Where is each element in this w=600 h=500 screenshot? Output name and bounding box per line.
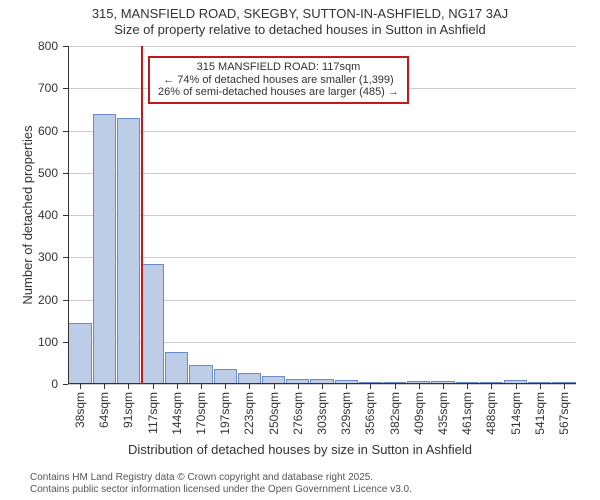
y-tick-label: 700	[0, 81, 58, 95]
x-tick-mark	[298, 384, 299, 389]
y-tick-label: 100	[0, 335, 58, 349]
x-tick-mark	[249, 384, 250, 389]
y-tick-mark	[63, 88, 68, 89]
attribution-line-2: Contains public sector information licen…	[30, 484, 412, 496]
y-tick-label: 0	[0, 377, 58, 391]
highlight-line	[141, 46, 143, 384]
histogram-bar	[189, 365, 212, 384]
annotation-line-2: 26% of semi-detached houses are larger (…	[158, 86, 399, 99]
x-tick-mark	[104, 384, 105, 389]
annotation-box: 315 MANSFIELD ROAD: 117sqm← 74% of detac…	[148, 56, 409, 104]
axis-line	[68, 46, 69, 384]
title-line-2: Size of property relative to detached ho…	[0, 22, 600, 38]
y-tick-mark	[63, 342, 68, 343]
grid-line	[68, 215, 576, 216]
x-tick-label: 303sqm	[315, 392, 329, 435]
grid-line	[68, 46, 576, 47]
x-tick-mark	[177, 384, 178, 389]
x-tick-label: 488sqm	[484, 392, 498, 435]
x-tick-label: 117sqm	[146, 392, 160, 434]
x-tick-mark	[370, 384, 371, 389]
histogram-bar	[214, 369, 237, 384]
y-tick-mark	[63, 173, 68, 174]
y-tick-label: 200	[0, 293, 58, 307]
x-tick-mark	[201, 384, 202, 389]
x-tick-mark	[419, 384, 420, 389]
histogram-bar	[165, 352, 188, 384]
grid-line	[68, 131, 576, 132]
attribution-line-1: Contains HM Land Registry data © Crown c…	[30, 472, 412, 484]
histogram-bar	[68, 323, 91, 384]
y-tick-label: 300	[0, 250, 58, 264]
y-tick-mark	[63, 215, 68, 216]
chart-title: 315, MANSFIELD ROAD, SKEGBY, SUTTON-IN-A…	[0, 0, 600, 39]
x-tick-mark	[540, 384, 541, 389]
x-tick-mark	[128, 384, 129, 389]
x-tick-mark	[346, 384, 347, 389]
x-tick-mark	[274, 384, 275, 389]
x-tick-label: 461sqm	[460, 392, 474, 435]
y-tick-mark	[63, 46, 68, 47]
x-tick-label: 435sqm	[436, 392, 450, 435]
x-tick-label: 514sqm	[509, 392, 523, 435]
x-tick-label: 409sqm	[412, 392, 426, 435]
x-tick-mark	[395, 384, 396, 389]
title-line-1: 315, MANSFIELD ROAD, SKEGBY, SUTTON-IN-A…	[0, 6, 600, 22]
x-tick-label: 223sqm	[242, 392, 256, 435]
x-tick-label: 91sqm	[121, 392, 135, 428]
histogram-bar	[141, 264, 164, 384]
grid-line	[68, 173, 576, 174]
x-tick-label: 38sqm	[73, 392, 87, 428]
x-tick-label: 197sqm	[218, 392, 232, 435]
y-tick-mark	[63, 384, 68, 385]
x-tick-label: 329sqm	[339, 392, 353, 435]
y-tick-label: 500	[0, 166, 58, 180]
x-tick-mark	[564, 384, 565, 389]
annotation-title: 315 MANSFIELD ROAD: 117sqm	[158, 61, 399, 74]
histogram-bar	[117, 118, 140, 384]
y-tick-mark	[63, 131, 68, 132]
annotation-line-1: ← 74% of detached houses are smaller (1,…	[158, 74, 399, 87]
y-tick-mark	[63, 257, 68, 258]
x-tick-mark	[491, 384, 492, 389]
y-tick-label: 400	[0, 208, 58, 222]
x-tick-label: 170sqm	[194, 392, 208, 435]
x-axis-label: Distribution of detached houses by size …	[0, 442, 600, 457]
x-tick-mark	[443, 384, 444, 389]
x-tick-label: 276sqm	[291, 392, 305, 435]
x-tick-mark	[322, 384, 323, 389]
grid-line	[68, 257, 576, 258]
attribution-text: Contains HM Land Registry data © Crown c…	[0, 472, 412, 496]
x-tick-label: 382sqm	[388, 392, 402, 435]
x-tick-label: 64sqm	[97, 392, 111, 428]
x-tick-mark	[80, 384, 81, 389]
y-tick-label: 600	[0, 124, 58, 138]
x-tick-mark	[467, 384, 468, 389]
x-tick-mark	[153, 384, 154, 389]
x-tick-mark	[225, 384, 226, 389]
y-tick-mark	[63, 300, 68, 301]
x-tick-label: 144sqm	[170, 392, 184, 435]
chart-container: { "title": { "line1": "315, MANSFIELD RO…	[0, 0, 600, 500]
plot-area: 315 MANSFIELD ROAD: 117sqm← 74% of detac…	[68, 46, 576, 384]
x-tick-label: 567sqm	[557, 392, 571, 435]
x-tick-label: 356sqm	[363, 392, 377, 435]
x-tick-label: 541sqm	[533, 392, 547, 435]
histogram-bar	[93, 114, 116, 384]
x-tick-mark	[516, 384, 517, 389]
x-tick-label: 250sqm	[267, 392, 281, 435]
y-tick-label: 800	[0, 39, 58, 53]
